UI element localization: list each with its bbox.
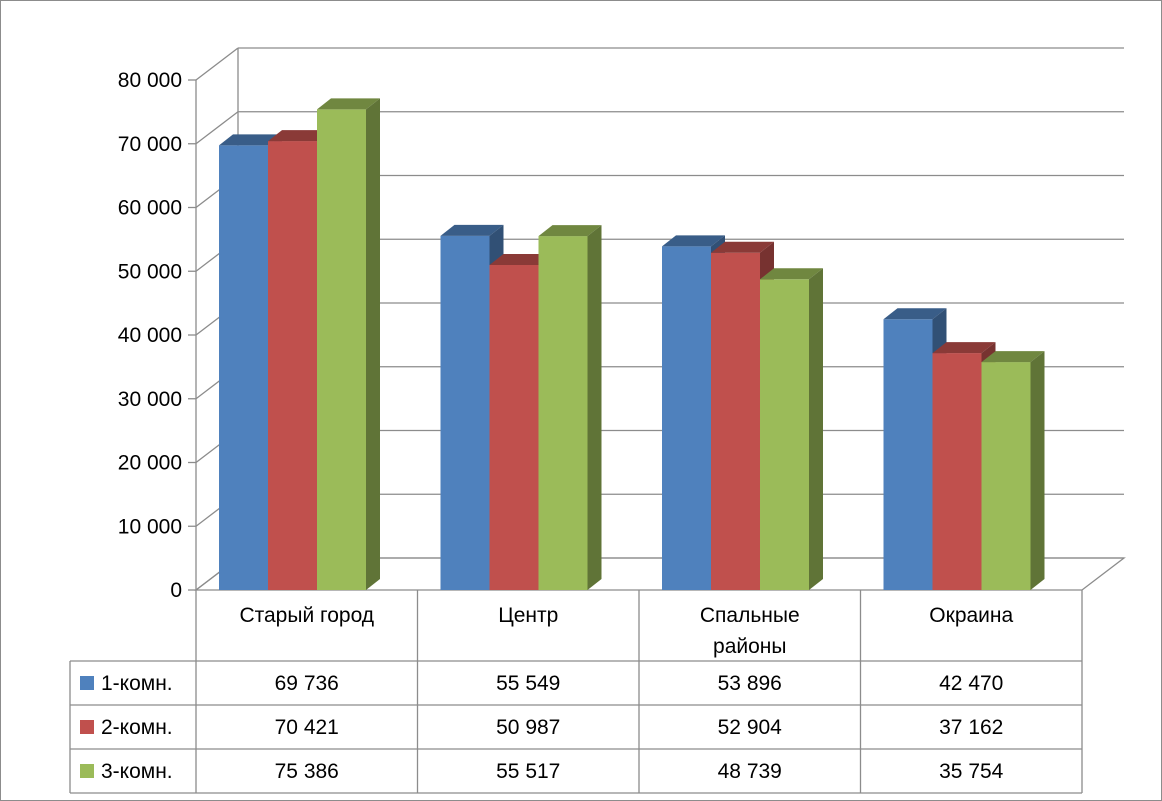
y-tick-label: 60 000 [118, 197, 182, 220]
data-label: 70 421 [275, 716, 339, 739]
bar [981, 351, 1045, 590]
data-label: 55 549 [496, 672, 560, 695]
bar-side [1030, 351, 1045, 590]
bar-front [268, 141, 317, 590]
category-label: Окраина [929, 604, 1013, 627]
category-label: Старый город [239, 604, 374, 627]
bar [760, 268, 823, 590]
data-label: 55 517 [496, 760, 560, 783]
legend-key [80, 764, 94, 778]
series-name: 1-комн. [101, 672, 173, 695]
data-label: 42 470 [939, 672, 1003, 695]
data-label: 50 987 [496, 716, 560, 739]
bar-side [809, 268, 823, 590]
data-label: 53 896 [718, 672, 782, 695]
y-tick-label: 30 000 [118, 388, 182, 411]
bar-top [662, 235, 725, 247]
data-label: 48 739 [718, 760, 782, 783]
bar-top [268, 130, 331, 142]
bar-side [587, 225, 602, 590]
data-label: 52 904 [718, 716, 783, 739]
bar-front [932, 353, 982, 590]
bar-front [711, 252, 760, 590]
bar-top [440, 224, 504, 236]
legend-key [80, 720, 94, 734]
bar-front [760, 279, 809, 590]
bar-top [932, 342, 996, 354]
data-table: Старый город Центр Спальные районы Окраина 1-… [69, 590, 1083, 794]
bar [317, 98, 380, 591]
gridline-side [195, 47, 239, 81]
bar-front [538, 236, 588, 590]
series-name: 2-комн. [101, 716, 173, 739]
y-tick-label: 50 000 [118, 260, 182, 283]
bar-front [317, 109, 366, 591]
bar-front [662, 246, 711, 590]
bar-top [489, 253, 553, 265]
bar-front [489, 264, 539, 590]
bar-top [711, 241, 774, 253]
bar-front [883, 319, 933, 590]
bar-top [883, 308, 947, 320]
y-tick-label: 80 000 [118, 69, 182, 92]
bar-side [366, 98, 380, 591]
gridline-side [195, 111, 239, 145]
y-tick-label: 70 000 [118, 133, 182, 156]
bar-top [538, 225, 602, 237]
y-tick-label: 10 000 [118, 515, 182, 538]
y-tick-label: 40 000 [118, 324, 182, 347]
data-label: 75 386 [275, 760, 339, 783]
y-axis: 0 10 000 20 000 30 000 40 000 50 000 60 000 70 … [118, 69, 196, 602]
data-label: 37 162 [939, 716, 1003, 739]
bars [219, 98, 1045, 591]
category-label: районы [713, 635, 786, 658]
bar-top [317, 98, 380, 110]
bar-top [760, 268, 823, 280]
category-label: Центр [498, 604, 558, 627]
bar-front [981, 362, 1031, 590]
y-tick-label: 0 [170, 579, 182, 602]
series-name: 3-комн. [101, 760, 173, 783]
data-label: 69 736 [275, 672, 339, 695]
bar-front [440, 235, 490, 590]
bar [538, 225, 602, 590]
bar-top [981, 351, 1045, 363]
data-label: 35 754 [939, 760, 1004, 783]
legend-key [80, 676, 94, 690]
category-label: Спальные [700, 604, 800, 627]
bar-front [219, 145, 268, 591]
y-tick-label: 20 000 [118, 452, 182, 475]
bar-top [219, 134, 282, 146]
